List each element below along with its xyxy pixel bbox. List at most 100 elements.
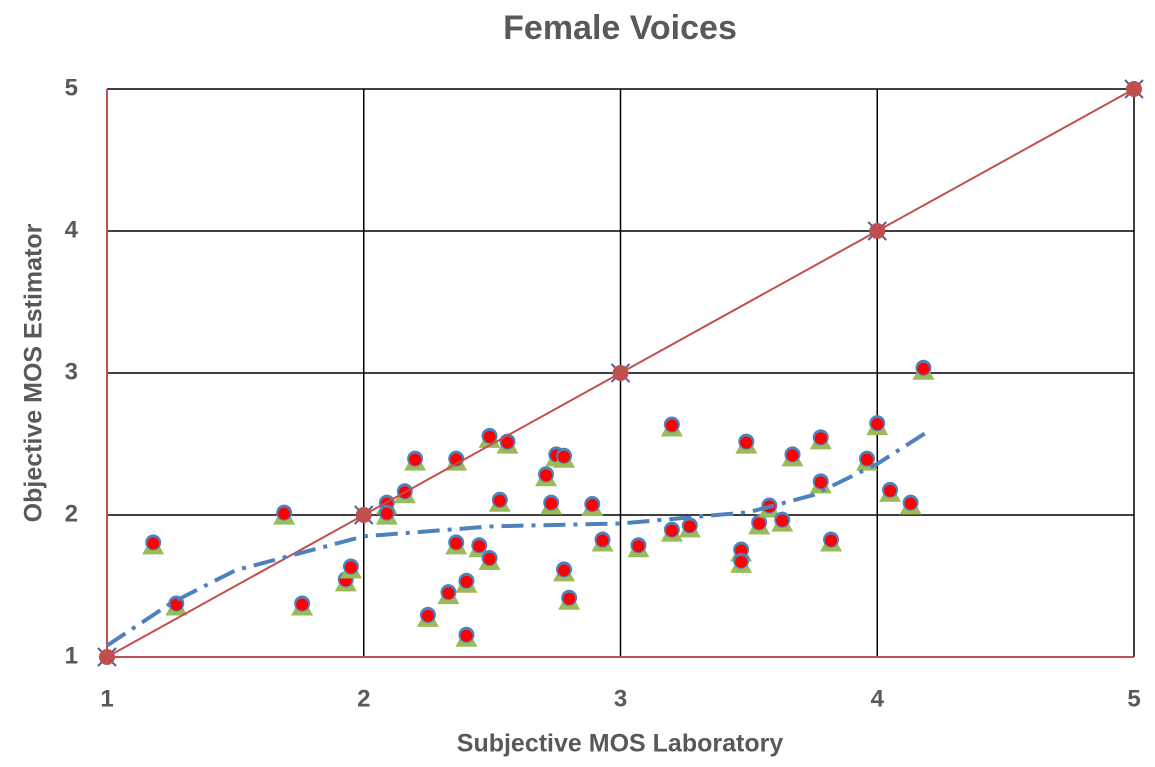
point	[781, 446, 804, 467]
point-dot	[380, 507, 393, 520]
point	[416, 606, 439, 627]
point-dot	[632, 540, 645, 553]
chart-title: Female Voices	[503, 9, 737, 47]
point	[660, 521, 683, 542]
point-dot	[776, 514, 789, 527]
point	[1124, 79, 1144, 99]
point-dot	[421, 609, 434, 622]
point	[273, 504, 296, 525]
point-dot	[493, 494, 506, 507]
point	[735, 433, 758, 454]
point-dot	[869, 223, 886, 239]
point	[867, 221, 887, 241]
point	[455, 572, 478, 593]
point-dot	[904, 497, 917, 510]
x-tick-label: 2	[357, 685, 370, 712]
point	[610, 363, 631, 383]
point-dot	[825, 534, 838, 547]
point-dot	[409, 453, 422, 466]
point-dot	[460, 629, 473, 642]
point-dot	[344, 561, 357, 574]
point	[540, 494, 563, 515]
point	[660, 416, 683, 437]
point-dot	[860, 453, 873, 466]
point	[879, 481, 902, 502]
point-dot	[871, 418, 884, 431]
point-dot	[558, 564, 571, 577]
point-dot	[355, 507, 372, 523]
x-axis-title: Subjective MOS Laboratory	[457, 730, 784, 758]
point-dot	[147, 537, 160, 550]
point-dot	[814, 432, 827, 445]
point-dot	[586, 499, 599, 512]
point-dot	[1126, 81, 1142, 97]
y-axis-title: Objective MOS Estimator	[20, 223, 48, 522]
point-dot	[483, 553, 496, 566]
point-dot	[483, 430, 496, 443]
point-dot	[612, 365, 629, 381]
point-dot	[884, 484, 897, 497]
point	[445, 534, 468, 555]
x-tick-label: 1	[100, 685, 113, 712]
point-dot	[442, 587, 455, 600]
point	[354, 505, 374, 525]
point-dot	[558, 450, 571, 463]
point	[535, 466, 558, 487]
point	[291, 595, 314, 616]
point-dot	[278, 507, 291, 520]
y-tick-label: 1	[65, 642, 78, 669]
point-dot	[473, 540, 486, 553]
point	[627, 537, 650, 558]
point-dot	[99, 649, 115, 665]
point-dot	[596, 534, 609, 547]
point	[899, 494, 922, 515]
point-dot	[170, 598, 183, 611]
point	[771, 511, 794, 532]
point-dot	[296, 598, 309, 611]
point	[339, 558, 362, 579]
point	[488, 491, 511, 512]
point	[855, 450, 878, 471]
point-dot	[683, 520, 696, 533]
point-dot	[563, 592, 576, 605]
point	[97, 647, 117, 667]
point-dot	[450, 537, 463, 550]
point	[809, 429, 832, 450]
point	[748, 514, 771, 535]
point-dot	[665, 524, 678, 537]
point-dot	[917, 362, 930, 375]
point	[558, 589, 581, 610]
y-tick-label: 5	[65, 74, 78, 101]
point	[730, 552, 753, 573]
point-dot	[545, 497, 558, 510]
x-tick-label: 4	[871, 685, 885, 712]
point	[553, 447, 576, 468]
point	[478, 550, 501, 571]
point-dot	[665, 419, 678, 432]
x-tick-label: 3	[614, 685, 627, 712]
point-dot	[460, 575, 473, 588]
point-dot	[740, 436, 753, 449]
point	[455, 626, 478, 647]
point	[866, 415, 889, 436]
point	[678, 517, 701, 538]
point	[375, 504, 398, 525]
point-dot	[814, 476, 827, 489]
point	[553, 561, 576, 582]
point	[820, 531, 843, 552]
y-tick-label: 2	[65, 500, 78, 527]
point-dot	[786, 449, 799, 462]
point	[404, 450, 427, 471]
point-dot	[501, 436, 514, 449]
point	[581, 496, 604, 517]
point	[809, 473, 832, 494]
point-dot	[540, 469, 553, 482]
line	[105, 430, 928, 648]
point	[142, 534, 165, 555]
point-dot	[753, 517, 766, 530]
y-tick-label: 4	[65, 216, 79, 243]
y-tick-label: 3	[65, 358, 78, 385]
point	[912, 359, 935, 380]
point	[591, 531, 614, 552]
